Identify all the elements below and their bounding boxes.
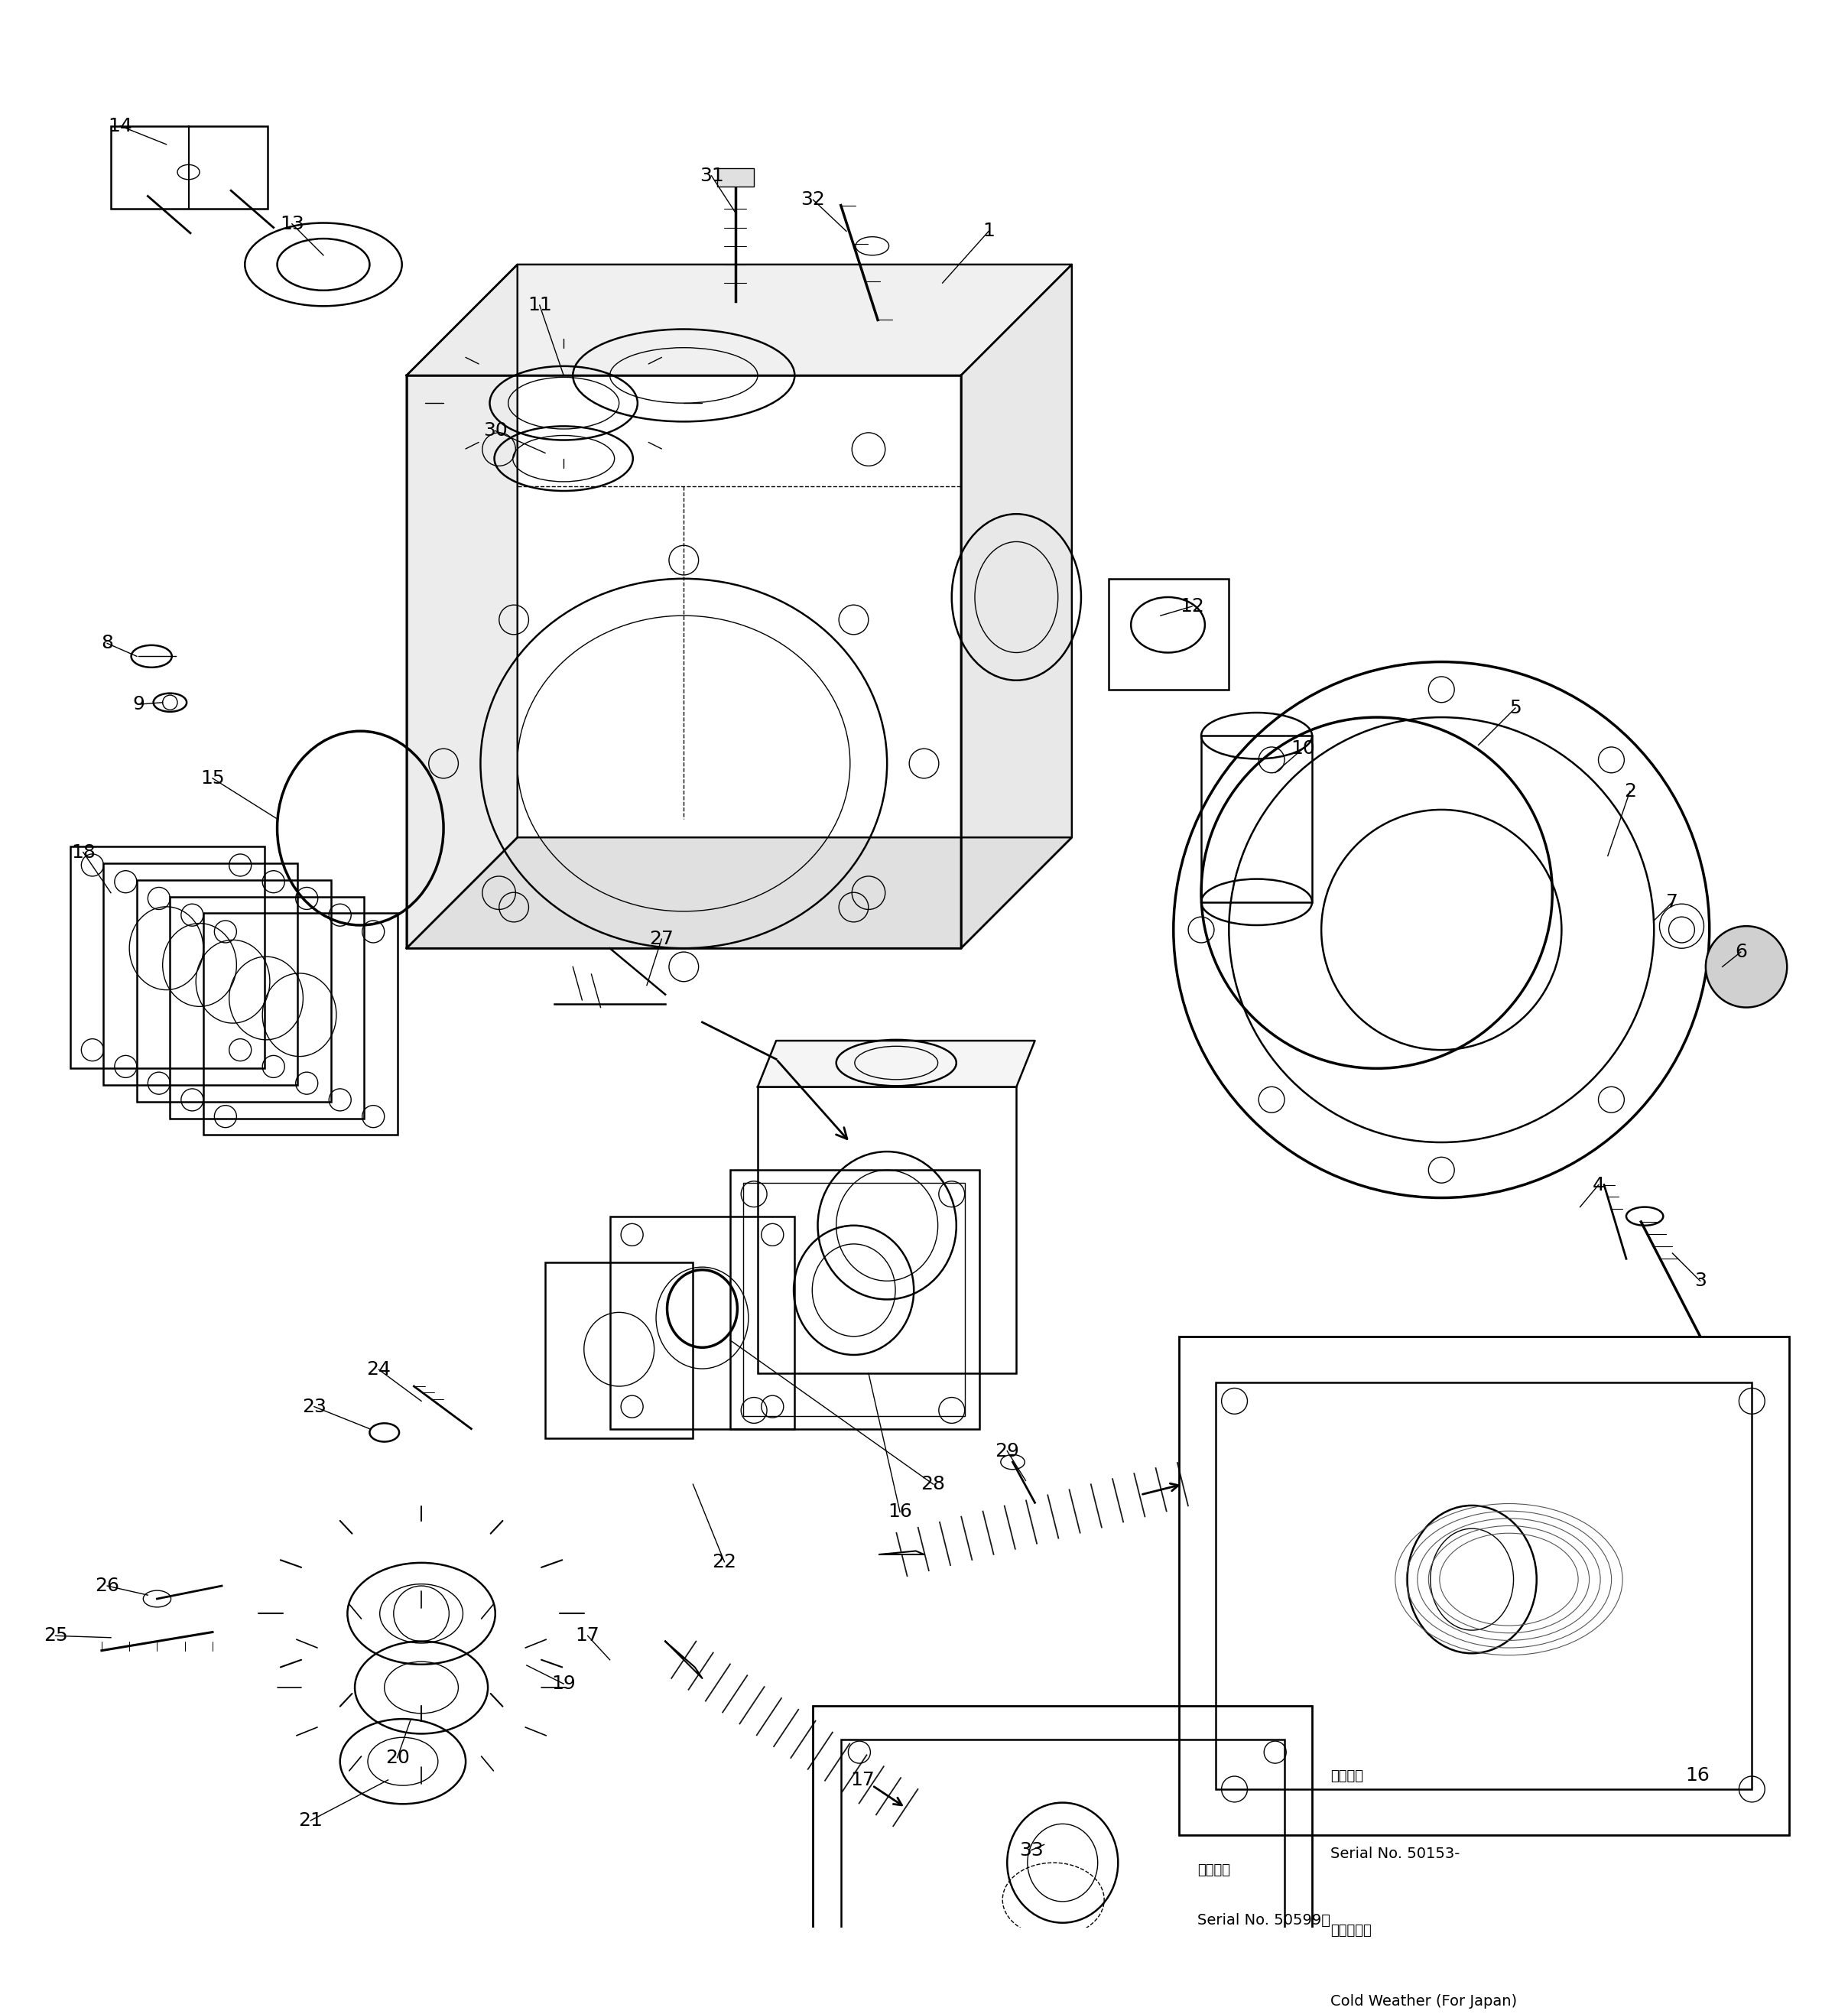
- Bar: [70, 846, 264, 1067]
- Bar: [1179, 1337, 1789, 1835]
- Bar: [610, 1216, 795, 1428]
- Circle shape: [1706, 926, 1787, 1007]
- Text: 11: 11: [527, 296, 553, 314]
- Text: 14: 14: [107, 117, 133, 135]
- Polygon shape: [407, 264, 1072, 375]
- Bar: [111, 127, 268, 209]
- Text: 6: 6: [1735, 943, 1746, 961]
- Text: 23: 23: [301, 1398, 327, 1416]
- Polygon shape: [407, 264, 517, 949]
- Text: 24: 24: [366, 1361, 392, 1380]
- Text: 8: 8: [102, 634, 113, 653]
- Bar: [730, 1170, 979, 1428]
- Text: 16: 16: [1685, 1766, 1709, 1784]
- Text: 10: 10: [1290, 739, 1316, 757]
- Text: 2: 2: [1624, 781, 1635, 800]
- Bar: [103, 864, 298, 1086]
- Text: 13: 13: [279, 215, 305, 234]
- Bar: [203, 912, 397, 1136]
- Text: 5: 5: [1510, 699, 1521, 717]
- Bar: [170, 896, 364, 1118]
- Text: 12: 12: [1179, 598, 1205, 616]
- Text: 15: 15: [200, 769, 225, 787]
- Text: 29: 29: [994, 1442, 1020, 1460]
- Text: 30: 30: [482, 421, 508, 439]
- Text: 適用号機: 適用号機: [1198, 1863, 1231, 1877]
- Bar: [841, 1740, 1284, 2014]
- Text: Cold Weather (For Japan): Cold Weather (For Japan): [1331, 1994, 1517, 2008]
- Text: 25: 25: [43, 1627, 68, 1645]
- Text: 20: 20: [384, 1748, 410, 1766]
- Text: 33: 33: [1018, 1841, 1044, 1859]
- Bar: [743, 1182, 965, 1416]
- Polygon shape: [407, 375, 961, 949]
- Polygon shape: [758, 1041, 1035, 1088]
- Polygon shape: [665, 1641, 702, 1678]
- Text: 17: 17: [850, 1770, 874, 1788]
- Bar: [717, 169, 754, 187]
- FancyArrowPatch shape: [874, 1786, 902, 1805]
- Text: 適用号機: 適用号機: [1331, 1768, 1364, 1782]
- Text: 9: 9: [133, 695, 144, 713]
- Text: 4: 4: [1593, 1176, 1604, 1194]
- FancyArrowPatch shape: [1142, 1484, 1179, 1494]
- Text: 19: 19: [551, 1676, 577, 1694]
- Text: 21: 21: [298, 1811, 323, 1831]
- Bar: [813, 1706, 1312, 2014]
- FancyArrowPatch shape: [778, 1061, 846, 1140]
- Text: 7: 7: [1667, 892, 1678, 910]
- Text: 32: 32: [800, 191, 826, 209]
- Text: 1: 1: [983, 222, 994, 240]
- Bar: [545, 1263, 693, 1438]
- Text: Serial No. 50599～: Serial No. 50599～: [1198, 1913, 1331, 1927]
- Text: 28: 28: [920, 1474, 946, 1494]
- Text: 18: 18: [70, 844, 96, 862]
- Text: 3: 3: [1695, 1271, 1706, 1291]
- Text: 16: 16: [887, 1502, 913, 1521]
- Text: 国内雪寓用: 国内雪寓用: [1331, 1923, 1371, 1937]
- Bar: [758, 1088, 1016, 1374]
- Bar: [1216, 1382, 1752, 1788]
- Polygon shape: [880, 1551, 924, 1555]
- Bar: [1109, 578, 1229, 689]
- Polygon shape: [961, 264, 1072, 949]
- Text: 17: 17: [575, 1627, 601, 1645]
- Text: 22: 22: [711, 1553, 737, 1571]
- Text: 26: 26: [94, 1577, 120, 1595]
- Bar: [1201, 735, 1312, 902]
- Bar: [137, 880, 331, 1102]
- Text: Serial No. 50153-: Serial No. 50153-: [1331, 1847, 1460, 1861]
- Polygon shape: [407, 838, 1072, 949]
- Text: 27: 27: [649, 930, 675, 949]
- Text: 31: 31: [699, 167, 724, 185]
